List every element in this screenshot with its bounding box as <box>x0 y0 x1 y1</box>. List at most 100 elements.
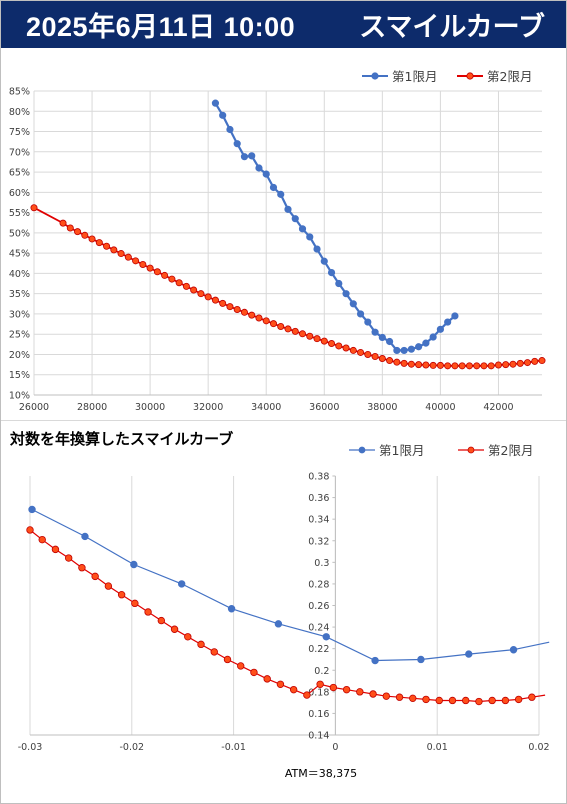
data-point-series-2 <box>226 303 234 311</box>
data-point-series-2 <box>146 264 154 272</box>
data-point-series-1 <box>407 345 415 353</box>
y-tick-label: 55% <box>9 208 30 219</box>
chart-title: 対数を年換算したスマイルカーブ <box>9 430 233 448</box>
data-point-series-2 <box>422 695 430 704</box>
data-point-series-1 <box>400 346 408 355</box>
data-point-series-1 <box>364 318 372 326</box>
data-point-series-1 <box>277 190 285 198</box>
data-point-series-1 <box>274 620 283 628</box>
data-point-series-2 <box>250 668 258 677</box>
data-point-series-2 <box>364 350 372 358</box>
data-point-series-2 <box>407 360 415 368</box>
data-point-series-2 <box>219 299 227 307</box>
data-point-series-2 <box>502 361 510 369</box>
data-point-series-1 <box>393 346 401 355</box>
legend-label-1: 第1限月 <box>379 443 424 458</box>
y-tick-label: 0.2 <box>314 666 329 677</box>
data-point-series-1 <box>509 646 518 654</box>
data-point-series-1 <box>322 633 330 641</box>
y-tick-label: 0.16 <box>308 709 329 720</box>
data-point-series-2 <box>462 696 470 705</box>
data-point-series-2 <box>117 591 126 599</box>
data-point-series-1 <box>177 580 186 588</box>
y-tick-label: 0.14 <box>308 731 329 742</box>
y-tick-label: 35% <box>9 289 30 300</box>
data-point-series-2 <box>132 257 140 265</box>
data-point-series-2 <box>289 685 298 694</box>
data-point-series-2 <box>303 691 311 699</box>
y-tick-label: 0.36 <box>308 493 329 504</box>
data-point-series-1 <box>371 656 379 665</box>
data-point-series-2 <box>170 625 179 633</box>
data-point-series-1 <box>248 152 256 160</box>
data-point-series-1 <box>444 318 452 326</box>
data-point-series-2 <box>157 616 166 625</box>
data-point-series-2 <box>538 357 546 365</box>
data-point-series-2 <box>335 342 343 350</box>
legend-marker-1 <box>358 446 366 454</box>
data-point-series-2 <box>263 675 271 683</box>
data-point-series-1 <box>211 99 220 107</box>
data-point-series-2 <box>458 362 466 370</box>
data-point-series-2 <box>190 286 198 294</box>
data-point-series-2 <box>329 683 338 692</box>
data-point-series-1 <box>320 257 328 265</box>
data-point-series-2 <box>88 235 96 243</box>
data-point-series-2 <box>110 246 118 254</box>
data-point-series-2 <box>248 311 256 319</box>
data-point-series-1 <box>284 205 292 213</box>
x-tick-label: -0.01 <box>221 742 246 753</box>
x-tick-label: -0.03 <box>18 742 43 753</box>
data-point-series-2 <box>255 314 263 322</box>
smile-curve-chart: 10% 15% 20% 25% 30% 35% 40% 45% 50% 55% 60% 65% 70% 7… <box>9 69 546 413</box>
header-datetime: 2025年6月11日 10:00 <box>26 12 296 42</box>
log-annualized-smile-chart: 対数を年換算したスマイルカーブ -0.03 -0.02 -0.01 0 0.01 0.02 0… <box>9 430 550 780</box>
x-tick-label: 32000 <box>193 402 223 413</box>
data-point-series-1 <box>465 650 473 658</box>
data-point-series-1 <box>429 333 437 341</box>
data-point-series-2 <box>276 680 285 688</box>
data-point-series-2 <box>26 526 34 534</box>
data-point-series-2 <box>233 305 241 313</box>
data-point-series-1 <box>262 170 270 178</box>
series-line-1 <box>31 508 550 662</box>
y-tick-label: 0.18 <box>308 687 329 698</box>
data-point-series-2 <box>144 608 152 616</box>
data-point-series-2 <box>223 655 232 664</box>
data-point-series-2 <box>400 359 408 367</box>
x-tick-label: 42000 <box>483 402 513 413</box>
data-point-series-2 <box>316 680 324 688</box>
data-point-series-2 <box>328 340 336 348</box>
data-point-series-1 <box>227 605 236 613</box>
y-tick-label: 0.28 <box>308 579 329 590</box>
x-tick-label: 0 <box>332 742 338 753</box>
data-point-series-2 <box>475 697 483 706</box>
data-point-series-2 <box>369 690 377 698</box>
header-title: スマイルカーブ <box>359 12 545 43</box>
y-tick-label: 60% <box>9 188 30 199</box>
y-tick-label: 0.24 <box>308 623 329 634</box>
data-point-series-2 <box>131 599 139 608</box>
data-point-series-2 <box>429 361 437 369</box>
data-point-series-2 <box>161 271 169 279</box>
data-point-series-1 <box>436 325 444 333</box>
data-point-series-2 <box>487 362 495 370</box>
header-bar: 2025年6月11日 10:00 スマイルカーブ <box>0 0 567 48</box>
data-point-series-2 <box>124 253 132 261</box>
data-point-series-2 <box>184 633 192 641</box>
data-point-series-2 <box>528 693 536 701</box>
data-point-series-2 <box>59 219 67 227</box>
x-tick-label: 30000 <box>135 402 165 413</box>
data-point-series-1 <box>327 268 336 277</box>
data-point-series-2 <box>139 260 147 268</box>
data-point-series-2 <box>104 582 113 590</box>
data-point-series-2 <box>306 332 314 340</box>
data-point-series-1 <box>233 140 241 148</box>
data-point-series-2 <box>488 696 496 705</box>
data-point-series-2 <box>409 694 417 703</box>
y-tick-label: 40% <box>9 269 30 280</box>
data-point-series-2 <box>78 564 86 572</box>
data-point-series-2 <box>356 688 364 696</box>
data-point-series-2 <box>175 279 183 287</box>
data-point-series-1 <box>219 111 227 119</box>
